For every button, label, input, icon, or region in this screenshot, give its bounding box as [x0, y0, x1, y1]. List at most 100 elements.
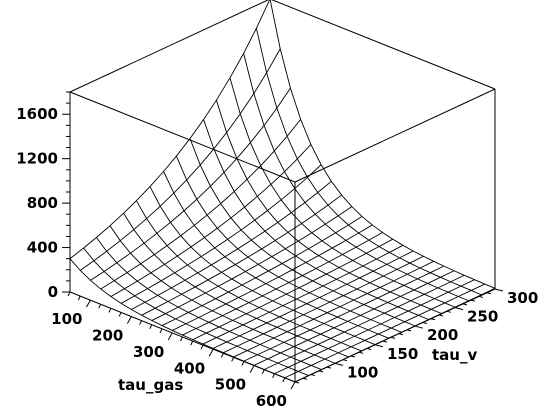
y-tick	[430, 318, 436, 321]
mesh-line-const-tau_gas	[100, 119, 302, 290]
x-tick	[126, 316, 132, 324]
x-tick	[241, 361, 245, 366]
mesh-line-const-tau_gas	[223, 255, 424, 354]
x-tick	[167, 332, 173, 341]
x-tick	[200, 344, 204, 350]
y-tick	[438, 314, 444, 317]
x-tick-label: 500	[215, 376, 246, 394]
x-tick-label: 600	[256, 392, 287, 410]
x-tick	[139, 320, 143, 325]
y-tick	[310, 374, 316, 377]
x-tick	[220, 353, 224, 358]
y-tick	[486, 292, 492, 295]
x-tick	[180, 336, 183, 342]
x-tick	[231, 357, 235, 362]
y-tick	[302, 377, 308, 380]
z-tick-label: 800	[27, 194, 58, 212]
mesh-line-const-tau_v	[215, 100, 442, 314]
x-tick	[282, 377, 286, 383]
mesh-line-const-tau_gas	[79, 48, 281, 271]
mesh-line-const-tau_gas	[202, 244, 404, 345]
mesh-line-const-tau_gas	[253, 270, 455, 366]
y-tick-label: 100	[347, 363, 378, 381]
y-tick	[326, 366, 332, 369]
mesh-line-const-tau_gas	[69, 0, 271, 260]
x-tick	[159, 328, 163, 334]
x-tick	[208, 349, 214, 357]
y-axis-title: tau_v	[432, 346, 477, 364]
y-tick	[478, 295, 484, 298]
x-tick	[67, 291, 71, 297]
x-axis-title: tau_gas	[118, 376, 183, 394]
mesh-line-const-tau_gas	[233, 260, 434, 358]
mesh-line-const-tau_gas	[274, 279, 475, 375]
y-tick	[350, 355, 356, 358]
y-tick	[334, 362, 344, 366]
y-tick	[414, 325, 424, 329]
y-tick	[446, 310, 452, 313]
y-tick	[358, 351, 364, 354]
y-tick	[398, 333, 404, 336]
x-tick	[98, 304, 102, 309]
mesh-line-const-tau_gas	[294, 287, 496, 383]
x-tick	[290, 381, 296, 390]
x-tick	[190, 340, 194, 346]
x-tick	[272, 373, 275, 379]
mesh-line-const-tau_gas	[243, 265, 445, 362]
y-tick	[454, 307, 464, 311]
y-tick-label: 200	[427, 326, 458, 344]
y-axis-ticks: 100 150 200 250 300	[294, 288, 538, 384]
z-tick-label: 0	[48, 283, 58, 301]
x-tick-label: 300	[133, 343, 164, 361]
x-tick-label: 200	[92, 327, 123, 345]
z-tick-label: 400	[27, 239, 58, 257]
z-axis-ticks: 0 400 800 1200 1600	[16, 91, 70, 301]
mesh-line-const-tau_gas	[284, 283, 485, 379]
mesh-line-const-tau_v	[189, 138, 416, 327]
box-edge	[271, 0, 496, 90]
mesh-line-const-tau_gas	[110, 144, 312, 297]
surface-mesh	[69, 0, 496, 383]
mesh-line-const-tau_gas	[264, 274, 465, 370]
y-tick	[318, 370, 324, 373]
y-tick-label: 300	[507, 289, 538, 307]
mesh-line-const-tau_v	[243, 53, 469, 302]
x-tick	[77, 295, 81, 301]
y-tick	[382, 340, 388, 343]
mesh-line-const-tau_v	[229, 77, 456, 308]
y-tick	[366, 348, 372, 351]
x-tick	[118, 312, 122, 317]
box-edge	[69, 91, 296, 183]
mesh-line-const-tau_gas	[182, 232, 383, 336]
x-tick	[149, 324, 153, 329]
mesh-line-const-tau_gas	[120, 164, 322, 304]
mesh-line-const-tau_gas	[192, 238, 393, 341]
y-tick	[422, 321, 428, 324]
y-tick	[294, 381, 300, 384]
x-tick	[108, 308, 112, 313]
x-tick	[261, 369, 265, 374]
y-tick	[374, 344, 384, 348]
y-tick-label: 250	[467, 308, 498, 326]
mesh-line-const-tau_gas	[151, 206, 353, 321]
y-tick	[390, 336, 396, 339]
x-tick-label: 400	[174, 359, 205, 377]
mesh-line-const-tau_gas	[172, 224, 373, 331]
y-tick	[494, 288, 504, 292]
y-tick	[342, 359, 348, 362]
x-tick	[249, 365, 255, 373]
box-edge	[294, 88, 496, 183]
y-tick	[470, 299, 476, 302]
mesh-line-const-tau_gas	[141, 194, 342, 316]
y-tick	[406, 329, 412, 332]
x-tick-label: 100	[51, 310, 82, 328]
y-tick	[462, 303, 468, 306]
mesh-line-const-tau_gas	[161, 216, 363, 326]
x-axis-ticks: 100 200 300 400 500 600	[51, 291, 296, 410]
y-tick-label: 150	[387, 345, 418, 363]
mesh-line-const-tau_gas	[212, 250, 414, 349]
z-tick-label: 1600	[16, 105, 58, 123]
x-tick	[86, 299, 91, 308]
z-tick-label: 1200	[16, 150, 58, 168]
